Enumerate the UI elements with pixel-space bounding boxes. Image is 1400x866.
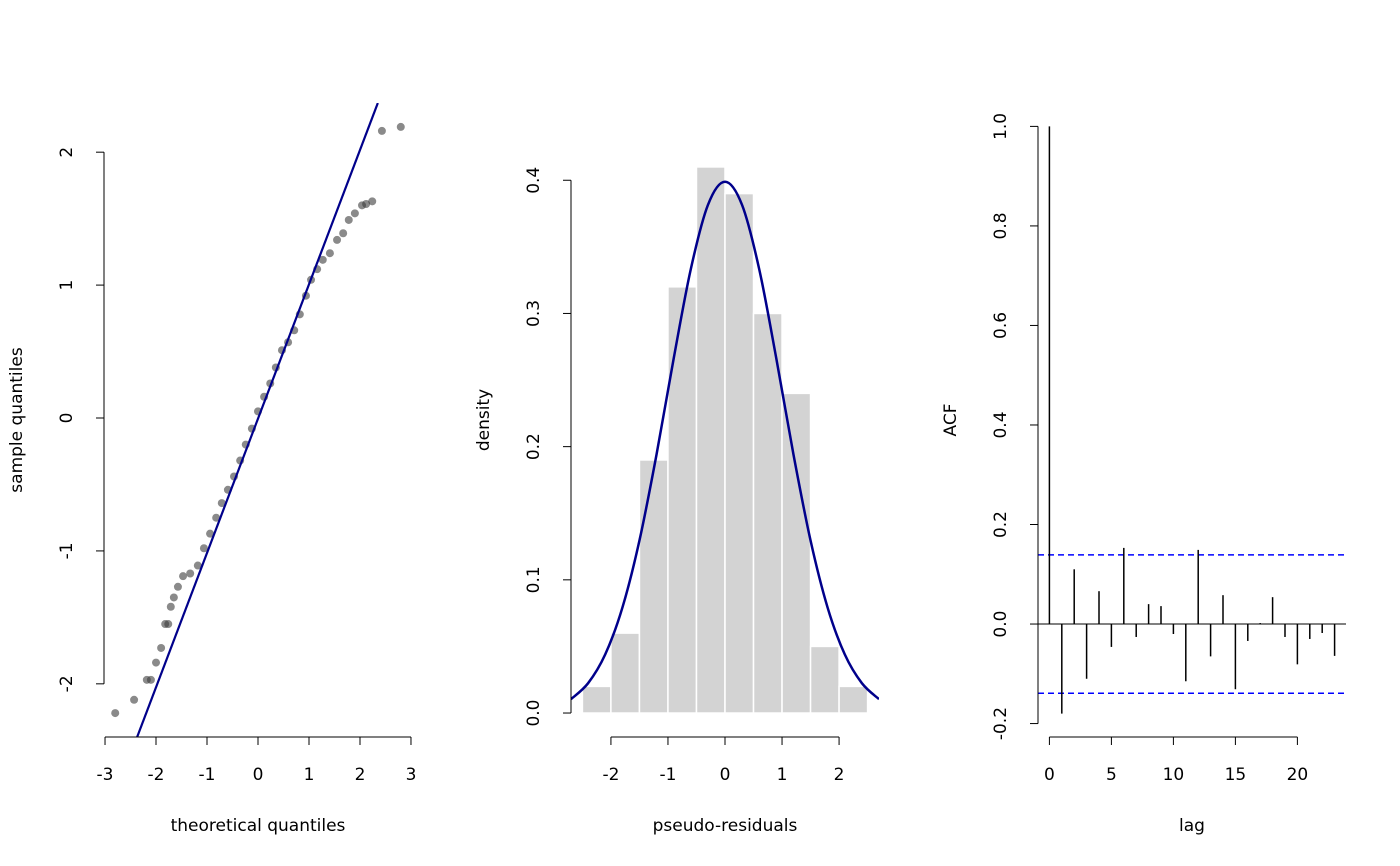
y-tick-label: 0.2 <box>991 511 1011 538</box>
point <box>166 602 175 611</box>
x-tick-label: 15 <box>1225 765 1247 785</box>
point <box>130 695 139 704</box>
x-axis-title: lag <box>1179 816 1205 836</box>
x-tick-label: 0 <box>253 765 264 785</box>
x-tick-label: 20 <box>1287 765 1309 785</box>
point <box>157 643 166 652</box>
x-tick-label: 2 <box>834 765 845 785</box>
point <box>173 582 182 591</box>
x-tick-label: 1 <box>304 765 315 785</box>
point <box>377 126 386 135</box>
y-tick-label: 0.8 <box>991 212 1011 239</box>
point <box>152 658 161 667</box>
point <box>164 620 173 629</box>
x-axis-title: pseudo-residuals <box>653 816 798 836</box>
point <box>318 255 327 264</box>
point <box>169 593 178 602</box>
bar <box>581 685 612 714</box>
bar <box>695 166 726 714</box>
x-tick-label: 2 <box>355 765 366 785</box>
x-axis-title: theoretical quantiles <box>171 816 346 836</box>
panel: -3 -2 -1 0 1 2 3 -2 -1 0 1 2 theoretical quantiles sa… <box>7 103 416 836</box>
y-tick-label: 0.3 <box>524 300 544 327</box>
point <box>396 122 405 131</box>
point <box>186 569 195 578</box>
panel: -2 -1 0 1 2 0.0 0.1 0.2 0.3 0.4 pseudo-residuals de… <box>474 166 879 836</box>
point <box>344 215 353 224</box>
point <box>362 200 371 209</box>
x-tick-label: 0 <box>720 765 731 785</box>
x-tick-label: -2 <box>602 765 619 785</box>
point <box>217 499 226 508</box>
y-tick-label: 1 <box>57 280 77 291</box>
y-tick-label: 0.0 <box>991 611 1011 638</box>
point <box>111 709 120 718</box>
y-tick-label: 2 <box>57 147 77 158</box>
point <box>193 561 202 570</box>
point <box>199 544 208 553</box>
point <box>350 209 359 218</box>
point <box>339 229 348 238</box>
x-tick-label: 3 <box>406 765 417 785</box>
y-tick-label: 1.0 <box>991 113 1011 140</box>
x-tick-label: 5 <box>1106 765 1117 785</box>
point <box>146 675 155 684</box>
point <box>179 572 188 581</box>
bar <box>838 685 869 714</box>
y-tick-label: -1 <box>57 542 77 559</box>
y-tick-label: 0.4 <box>991 411 1011 438</box>
x-tick-label: 0 <box>1044 765 1055 785</box>
bar <box>638 459 669 714</box>
bar <box>610 632 641 714</box>
point <box>333 235 342 244</box>
x-tick-label: -1 <box>199 765 216 785</box>
x-tick-label: -2 <box>148 765 165 785</box>
bar <box>809 645 840 714</box>
density-curve <box>571 180 879 701</box>
y-axis-title: ACF <box>941 404 961 437</box>
point <box>368 197 377 206</box>
plot-area <box>1038 126 1346 714</box>
y-tick-label: 0.4 <box>524 167 544 194</box>
bar <box>667 286 698 714</box>
y-axis-title: density <box>474 389 494 451</box>
x-tick-label: -1 <box>659 765 676 785</box>
y-tick-label: 0 <box>57 413 77 424</box>
plot-area <box>111 103 405 737</box>
bar <box>724 192 755 714</box>
panel: 0 5 10 15 20 -0.2 0.0 0.2 0.4 0.6 0.8 1.0 lag ACF <box>941 113 1346 836</box>
point <box>212 513 221 522</box>
bar <box>781 392 812 714</box>
x-tick-label: 1 <box>777 765 788 785</box>
y-tick-label: 0.2 <box>524 433 544 460</box>
y-tick-label: 0.6 <box>991 312 1011 339</box>
y-tick-label: 0.0 <box>524 700 544 727</box>
y-tick-label: -2 <box>57 675 77 692</box>
y-tick-label: -0.2 <box>991 707 1011 740</box>
y-axis-title: sample quantiles <box>7 347 27 493</box>
point <box>325 249 334 258</box>
x-tick-label: -3 <box>97 765 114 785</box>
plot-area <box>571 166 879 714</box>
y-tick-label: 0.1 <box>524 566 544 593</box>
x-tick-label: 10 <box>1163 765 1185 785</box>
reference-line <box>136 103 379 737</box>
point <box>206 529 215 538</box>
